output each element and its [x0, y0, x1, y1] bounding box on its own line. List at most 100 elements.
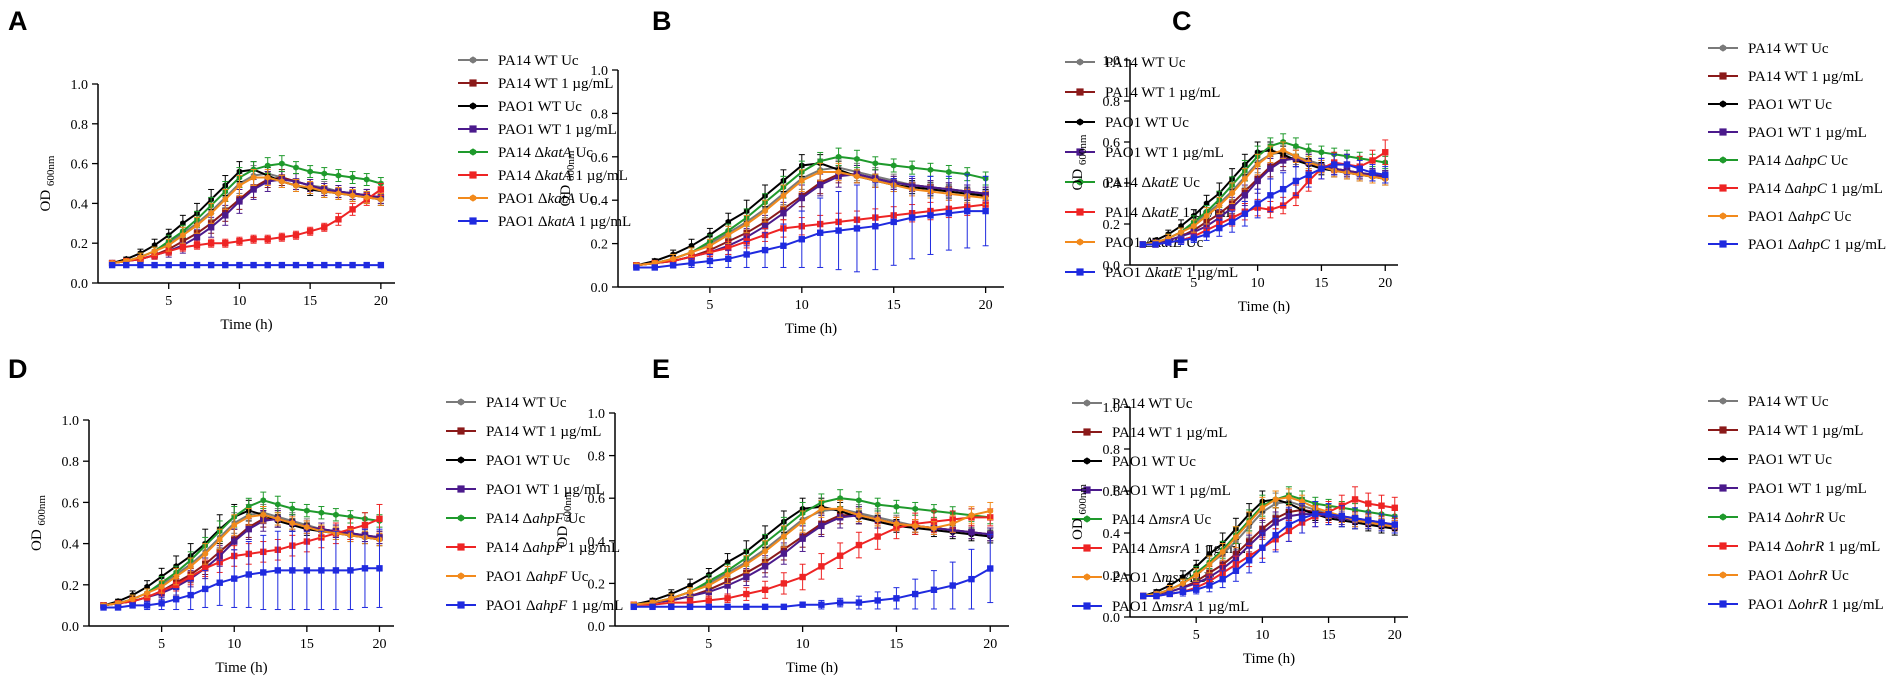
- data-point: [761, 603, 769, 611]
- data-point: [129, 602, 136, 609]
- legend-item: PAO1 WT 1 µg/mL: [1065, 145, 1224, 161]
- data-point: [306, 228, 314, 235]
- data-point: [964, 207, 971, 215]
- y-tick-label: 0.2: [71, 237, 89, 252]
- data-point: [100, 604, 107, 611]
- data-point: [1228, 218, 1236, 226]
- legend-label: PA14 WT 1 µg/mL: [486, 424, 601, 440]
- data-point: [836, 599, 844, 606]
- legend-label: PA14 ΔahpC 1 µg/mL: [1748, 181, 1883, 197]
- legend-label: PA14 ΔahpF 1 µg/mL: [486, 540, 620, 556]
- data-point: [1139, 241, 1146, 248]
- y-tick-label: 0.0: [588, 620, 606, 635]
- data-point: [1293, 142, 1299, 150]
- data-point: [816, 229, 824, 236]
- legend-label: PAO1 WT 1 µg/mL: [486, 482, 605, 498]
- legend-label-suffix: Uc: [1171, 115, 1189, 131]
- data-point: [1280, 147, 1286, 154]
- legend-label-prefix: PA14 Δ: [498, 168, 545, 184]
- legend-label-prefix: PAO1 Δ: [498, 214, 548, 230]
- legend-label-suffix: 1 µg/mL: [1830, 237, 1886, 253]
- y-tick-label: 0.0: [1103, 259, 1121, 274]
- data-point: [630, 603, 637, 611]
- legend-swatch-marker: [1083, 428, 1091, 436]
- legend-label-gene: katE: [1151, 175, 1179, 191]
- data-point: [1351, 515, 1359, 522]
- data-point: [874, 501, 881, 508]
- legend-label-suffix: Uc: [1179, 175, 1201, 191]
- legend-label: PAO1 ΔahpF 1 µg/mL: [486, 598, 623, 614]
- legend-swatch-marker: [469, 125, 477, 133]
- data-point: [725, 255, 732, 262]
- data-point: [854, 173, 860, 180]
- data-point: [207, 224, 215, 231]
- legend-label-prefix: PA14 WT: [1105, 85, 1168, 101]
- legend-label-suffix: 1 µg/mL: [1175, 425, 1227, 441]
- data-point: [686, 603, 694, 611]
- data-point: [137, 261, 144, 269]
- data-point: [250, 236, 257, 243]
- data-point: [260, 511, 267, 518]
- x-tick-label: 10: [232, 294, 246, 309]
- data-point: [275, 501, 281, 508]
- legend-swatch-marker: [1076, 58, 1084, 66]
- legend-item: PAO1 WT 1 µg/mL: [1072, 483, 1231, 499]
- data-point: [321, 188, 328, 195]
- legend-swatch-marker: [1719, 571, 1727, 579]
- x-tick-label: 20: [983, 637, 997, 652]
- legend-label-prefix: PAO1 Δ: [486, 569, 536, 585]
- data-point: [762, 548, 768, 555]
- data-point: [1330, 161, 1338, 168]
- x-tick-label: 15: [303, 294, 317, 309]
- legend-label-gene: ohrR: [1798, 597, 1828, 613]
- data-point: [1298, 515, 1306, 522]
- data-point: [761, 223, 769, 230]
- legend-label-prefix: PA14 Δ: [1748, 181, 1795, 197]
- legend-label-suffix: Uc: [561, 53, 579, 69]
- data-point: [1245, 557, 1253, 564]
- series-7: [630, 499, 994, 608]
- data-point: [1293, 153, 1299, 160]
- data-point: [743, 603, 750, 611]
- y-axis-title-main: OD: [558, 181, 574, 206]
- legend-label: PAO1 ΔohrR 1 µg/mL: [1748, 597, 1884, 613]
- data-point: [179, 243, 187, 251]
- data-point: [293, 182, 299, 189]
- legend-label-prefix: PAO1 WT: [1748, 97, 1814, 113]
- data-point: [724, 582, 731, 589]
- data-point: [1241, 192, 1249, 199]
- legend-label-prefix: PA14 WT: [1105, 55, 1168, 71]
- legend-label-prefix: PA14 WT: [1748, 69, 1811, 85]
- series-1: [630, 499, 994, 608]
- data-point: [818, 563, 825, 570]
- data-point: [1318, 165, 1325, 172]
- data-point: [890, 218, 897, 226]
- legend-label: PAO1 WT Uc: [1748, 452, 1832, 468]
- legend-label-gene: katA: [544, 168, 572, 184]
- y-axis-title-main: OD: [29, 526, 45, 551]
- data-point: [668, 595, 675, 602]
- y-axis-title-subscript: 600nm: [45, 155, 57, 186]
- data-point: [856, 497, 862, 504]
- legend-label-gene: ahpF: [532, 511, 565, 527]
- legend-item: PA14 WT Uc: [1708, 41, 1829, 57]
- data-point: [1292, 177, 1300, 185]
- data-point: [1190, 235, 1198, 242]
- legend-label: PA14 ΔohrR 1 µg/mL: [1748, 539, 1880, 555]
- data-point: [236, 198, 243, 205]
- y-tick-label: 1.0: [591, 64, 609, 79]
- legend-label: PA14 WT 1 µg/mL: [1748, 423, 1863, 439]
- chart-panel-b: B 0.0 0.2 0.4 0.6 0.8 1.0 5 10 15 20 Time (h) OD 600…: [558, 6, 1238, 337]
- legend-item: PA14 WT Uc: [1072, 396, 1193, 412]
- legend-label-prefix: PA14 Δ: [486, 511, 533, 527]
- series-7: [100, 506, 383, 609]
- legend-label: PAO1 ΔahpF Uc: [486, 569, 589, 585]
- legend-label: PA14 ΔkatA 1 µg/mL: [498, 168, 628, 184]
- legend-label-suffix: 1 µg/mL: [1811, 69, 1863, 85]
- legend-swatch-marker: [1076, 238, 1084, 246]
- data-point: [1177, 237, 1185, 244]
- legend-item: PA14 WT Uc: [1708, 394, 1829, 410]
- data-point: [743, 220, 750, 228]
